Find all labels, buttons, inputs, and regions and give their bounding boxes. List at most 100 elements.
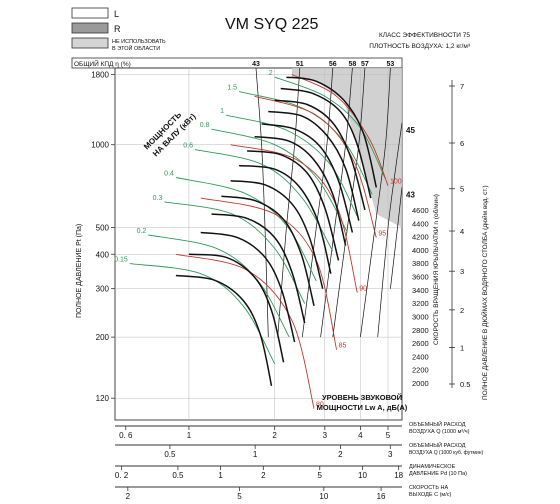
efficiency-label-53: 53	[387, 61, 395, 68]
power-label-1.5: 1.5	[227, 85, 237, 92]
inch-tick-label: 0.5	[460, 380, 470, 389]
rpm-curve-3800	[261, 123, 354, 233]
rpm-tick-label: 4200	[412, 233, 429, 242]
y-tick-label: 500	[96, 224, 110, 233]
y-ticks: 120 200 300 400 500 1000 1800	[91, 70, 115, 403]
scale-Q_cfm-label: 0.5	[164, 450, 176, 459]
rpm-curves	[175, 76, 378, 387]
scale-Pd-label: 1	[218, 471, 223, 480]
y-tick-label: 1800	[91, 70, 109, 79]
sound-line-80	[175, 253, 315, 409]
scale-Q_m3h-label: 5	[386, 431, 391, 440]
efficiency-label-43: 43	[406, 190, 415, 199]
scale3-label-line2: ДАВЛЕНИЕ Pd (10 Па)	[409, 471, 467, 477]
sound-label-95: 95	[378, 231, 386, 238]
efficiency-label-56: 56	[329, 61, 337, 68]
inch-tick-label: 6	[460, 139, 464, 148]
air-density: ПЛОТНОСТЬ ВОЗДУХА: 1,2 кг/м³	[369, 43, 471, 50]
rpm-curve-2800	[221, 195, 315, 306]
rpm-curve-4600	[286, 76, 378, 188]
rpm-tick-label: 2800	[412, 326, 429, 335]
power-label-0.4: 0.4	[164, 171, 174, 178]
inch-tick-label: 1	[460, 343, 464, 352]
sound-label-90: 90	[359, 286, 367, 293]
legend-l-label: L	[114, 9, 119, 19]
scale-Pd-label: 10	[358, 471, 367, 480]
sound-label-100: 100	[390, 179, 402, 186]
sound-label-line2: МОЩНОСТИ Lw A, дБ(A)	[317, 403, 408, 412]
not-used-region	[291, 68, 402, 228]
rpm-tick-label: 3000	[412, 312, 429, 321]
sound-line-85	[200, 197, 338, 350]
efficiency-label-45: 45	[406, 126, 415, 135]
efficiency-line-43	[390, 187, 403, 289]
scale1-label-line1: ОБЪЕМНЫЙ РАСХОД	[409, 420, 466, 428]
power-line-2	[274, 76, 386, 180]
efficiency-line-56	[301, 67, 334, 338]
power-line-0.2	[148, 234, 290, 338]
inch-tick-label: 5	[460, 185, 464, 194]
y-tick-label: 300	[96, 285, 110, 294]
scale-C-label: 5	[237, 492, 242, 501]
y-tick-label: 400	[96, 250, 110, 259]
inch-tick-label: 2	[460, 306, 464, 315]
scale-Q_cfm-label: 1	[253, 450, 258, 459]
rpm-curve-3200	[239, 164, 332, 274]
sound-label-80: 80	[316, 402, 324, 409]
sound-label-85: 85	[339, 343, 347, 350]
scale-Pd-label: 0. 2	[115, 471, 129, 480]
sound-line-90	[230, 144, 358, 293]
efficiency-line-53	[360, 67, 391, 338]
rpm-curve-2200	[188, 253, 285, 363]
rpm-tick-label: 2600	[412, 339, 429, 348]
legend-not-used-swatch	[71, 37, 109, 49]
scale-Pd-label: 0.5	[172, 471, 184, 480]
scale4-label-line1: СКОРОСТЬ НА	[409, 485, 448, 491]
not-used-area	[291, 68, 402, 228]
power-label-0.15: 0.15	[114, 257, 128, 264]
scale-Q_cfm-label: 3	[388, 450, 393, 459]
power-label-1: 1	[220, 108, 224, 115]
power-label-0.6: 0.6	[183, 143, 193, 150]
legend-not-used-line2: В ЭТОЙ ОБЛАСТИ	[112, 44, 160, 52]
efficiency-label-58: 58	[349, 61, 357, 68]
efficiency-class: КЛАСС ЭФФЕКТИВНОСТИ 75	[379, 32, 470, 39]
rpm-tick-label: 4000	[412, 246, 429, 255]
scale1-label-line2: ВОЗДУХА Q (1000 м³/ч)	[409, 429, 470, 435]
scale-Pd-label: 2	[261, 471, 266, 480]
scale-Q_m3h-label: 1	[187, 431, 192, 440]
power-label-0.2: 0.2	[137, 228, 147, 235]
inch-tick-label: 3	[460, 267, 464, 276]
power-line-1	[225, 114, 358, 217]
rpm-curve-2600	[211, 213, 306, 324]
legend-not-used-line1: НЕ ИСПОЛЬЗОВАТЬ	[112, 39, 166, 45]
scale2-label-line1: ОБЪЕМНЫЙ РАСХОД	[409, 441, 466, 449]
power-label-2: 2	[269, 70, 273, 77]
efficiency-label-51: 51	[296, 61, 304, 68]
power-label-0.3: 0.3	[153, 195, 163, 202]
scale-C-label: 16	[377, 492, 386, 501]
power-line-0.8	[211, 128, 348, 233]
chart-title: VM SYQ 225	[225, 16, 318, 33]
scale-Q_m3h-label: 4	[358, 431, 363, 440]
efficiency-axis-label: ОБЩИЙ КПД η (%)	[74, 59, 131, 68]
y-left-axis-label: ПОЛНОЕ ДАВЛЕНИЕ Pt (Па)	[76, 224, 83, 318]
power-line-0.15	[129, 263, 276, 365]
scale4-label-line2: ВЫХОДЕ С (м/с)	[409, 492, 451, 498]
inch-tick-label: 4	[460, 227, 464, 236]
rpm-tick-label: 3200	[412, 299, 429, 308]
rpm-curve-2400	[200, 231, 296, 343]
rpm-tick-label: 2200	[412, 366, 429, 375]
scale-C-label: 2	[126, 492, 131, 501]
legend: L R НЕ ИСПОЛЬЗОВАТЬ В ЭТОЙ ОБЛАСТИ	[71, 7, 166, 52]
y-right-axis-label: ПОЛНОЕ ДАВЛЕНИЕ В ДЮЙМАХ ВОДЯНОГО СТОЛБА…	[480, 185, 489, 400]
y-tick-label: 120	[96, 394, 110, 403]
rpm-tick-label: 4400	[412, 219, 429, 228]
efficiency-line-43	[255, 67, 269, 338]
inch-tick-label: 7	[460, 82, 464, 91]
rpm-curve-3000	[230, 179, 324, 289]
right-ticks: 4600 4400 4200 4000 3800 3600 3400 3200 3000 2800…	[412, 80, 470, 389]
bottom-scales: 0. 6 1 2 3 4 5 0.5 1 2 3 0. 2 0.5 1 2 5 10 18 2 5 10 16	[115, 425, 404, 501]
scale2-label-line2: ВОЗДУХА Q (1000 куб. футмин)	[409, 450, 483, 456]
